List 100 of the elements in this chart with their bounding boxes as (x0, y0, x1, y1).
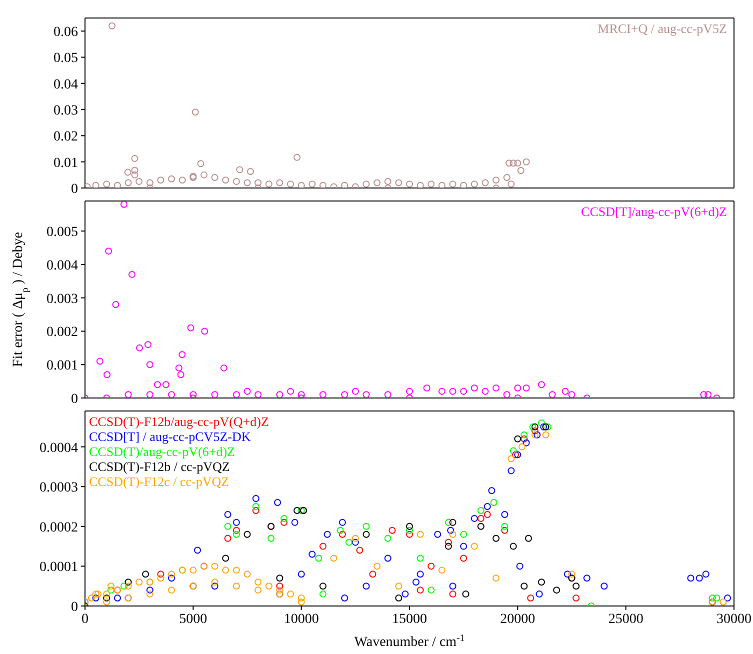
point (112, 301, 120, 308)
y-tick-label: 0.02 (54, 130, 78, 145)
point (276, 391, 284, 398)
point (120, 201, 128, 208)
point (168, 570, 176, 578)
point (384, 391, 392, 398)
text: CCSD[T]/aug-cc-pV(6+d)Z (581, 204, 727, 219)
point (201, 328, 208, 335)
point (356, 546, 364, 554)
point (222, 566, 230, 574)
point (514, 384, 522, 392)
point (162, 381, 170, 388)
point (276, 582, 284, 590)
point (477, 506, 484, 514)
point (406, 522, 413, 530)
point (501, 526, 508, 534)
point (572, 582, 580, 590)
point (324, 530, 331, 538)
point (447, 526, 454, 534)
point (168, 586, 176, 594)
point (522, 439, 530, 446)
point (178, 351, 186, 358)
point (460, 388, 468, 395)
point (315, 554, 322, 562)
point (416, 570, 424, 578)
point (232, 526, 240, 534)
y-tick-label: 0.04 (54, 77, 78, 92)
point (449, 590, 456, 598)
point (520, 431, 528, 438)
y-tick-label: 0.001 (46, 358, 78, 374)
point (434, 530, 442, 538)
point (395, 582, 402, 590)
point (449, 518, 456, 526)
point (395, 594, 402, 602)
point (92, 590, 100, 598)
point (157, 570, 164, 578)
point (298, 594, 305, 602)
point (470, 384, 478, 392)
point (177, 371, 184, 378)
point (232, 566, 240, 574)
point (510, 542, 517, 550)
point (190, 566, 197, 574)
point (276, 574, 284, 582)
y-tick-label: 0.01 (54, 156, 78, 171)
text: CCSD[T] / aug-cc-pCV5Z-DK (89, 429, 252, 444)
point (720, 598, 727, 606)
point (520, 435, 528, 442)
point (338, 530, 346, 538)
point (449, 530, 456, 538)
text: CCSD(T)-F12b/aug-cc-pV(Q+d)Z (89, 414, 269, 429)
point (107, 582, 114, 590)
point (501, 522, 508, 530)
point (503, 391, 510, 398)
point (154, 381, 161, 388)
point (336, 526, 344, 534)
point (136, 344, 144, 352)
point (553, 586, 560, 594)
point (104, 371, 111, 378)
point (444, 518, 452, 526)
point (211, 391, 218, 398)
point (157, 574, 164, 582)
y-tick-label: 0.0003 (40, 480, 78, 496)
point (287, 590, 294, 598)
point (265, 582, 272, 590)
point (244, 570, 251, 578)
point (298, 506, 305, 514)
point (352, 388, 359, 395)
point (319, 582, 326, 590)
point (298, 391, 305, 398)
point (449, 388, 456, 395)
point (362, 582, 370, 590)
point (444, 538, 452, 546)
point (244, 388, 251, 395)
point (522, 384, 530, 392)
point (492, 534, 500, 542)
point (107, 586, 114, 594)
point (449, 582, 456, 590)
point (388, 526, 396, 534)
point (538, 578, 545, 586)
point (168, 574, 176, 582)
point (146, 590, 154, 598)
point (103, 590, 110, 598)
point (244, 530, 251, 538)
point (482, 388, 489, 395)
point (341, 391, 348, 398)
text: CCSD(T)-F12c / cc-pVQZ (89, 474, 230, 489)
y-tick-label: 0.03 (54, 104, 78, 119)
point (232, 518, 240, 526)
point (308, 550, 316, 558)
y-tick-label: 0.005 (46, 225, 78, 240)
point (492, 384, 500, 392)
point (568, 570, 576, 578)
point (211, 582, 218, 590)
point (538, 381, 545, 388)
point (564, 570, 571, 578)
point (384, 534, 392, 542)
text: CCSD(T)-F12b / cc-pVQZ (89, 459, 231, 474)
point (345, 538, 352, 546)
point (224, 510, 232, 518)
y-tick-label: 0.06 (54, 25, 78, 40)
